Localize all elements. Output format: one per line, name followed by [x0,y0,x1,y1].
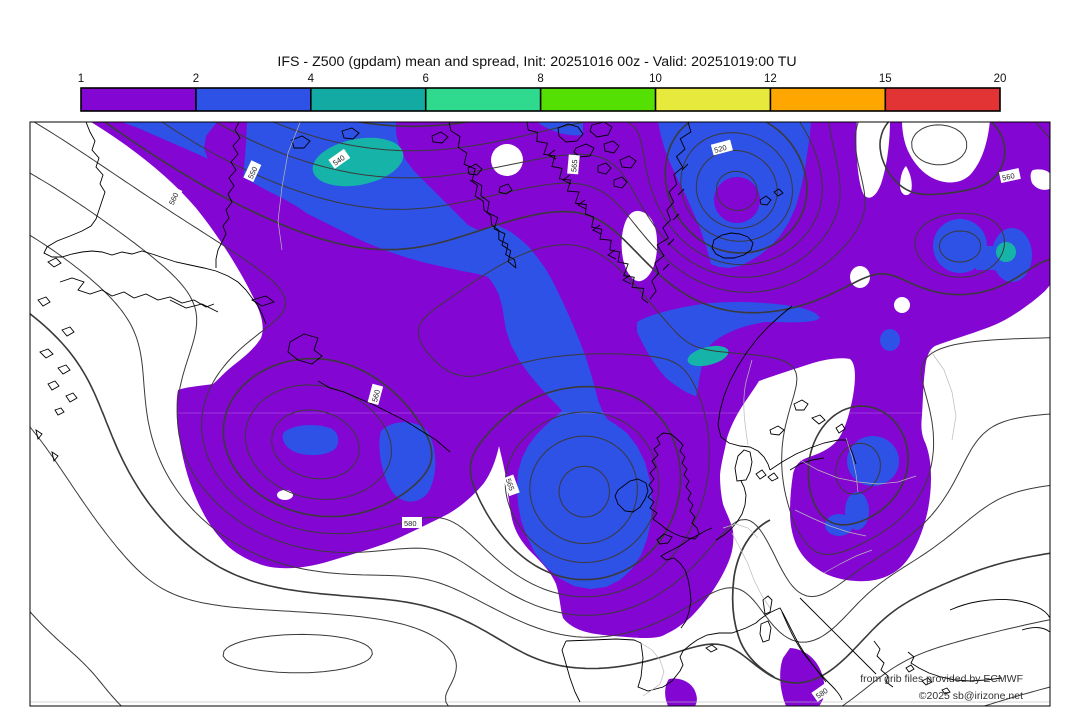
svg-text:12: 12 [764,73,777,85]
svg-text:20: 20 [994,73,1007,85]
svg-text:10: 10 [649,73,662,85]
svg-text:520: 520 [713,143,727,155]
svg-text:1: 1 [78,73,84,85]
svg-text:4: 4 [308,73,315,85]
svg-text:2: 2 [193,73,199,85]
svg-text:565: 565 [569,159,579,172]
svg-text:15: 15 [879,73,892,85]
svg-text:from grib files provided by EC: from grib files provided by ECMWF [860,673,1023,685]
svg-text:580: 580 [404,519,417,528]
svg-text:©2025 sb@irizone.net: ©2025 sb@irizone.net [919,690,1023,702]
svg-text:6: 6 [422,73,428,85]
svg-text:565: 565 [504,477,517,492]
svg-text:560: 560 [370,389,382,403]
svg-text:8: 8 [537,73,543,85]
svg-text:560: 560 [1001,171,1015,182]
svg-text:IFS - Z500 (gpdam) mean and sp: IFS - Z500 (gpdam) mean and spread, Init… [277,54,796,70]
